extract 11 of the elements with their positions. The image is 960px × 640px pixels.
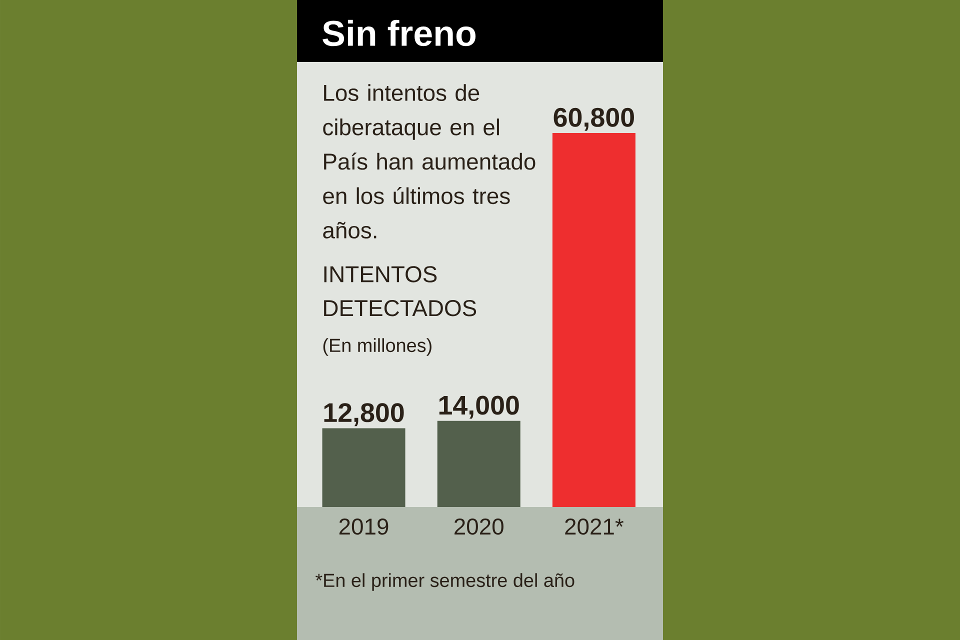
text: Los intentos de ciberataque en el País han aumentado en los últimos tres años. bbox=[323, 84, 536, 238]
x-tick-label: 2021* bbox=[565, 518, 624, 535]
x-tick-label: 2019 bbox=[339, 518, 388, 535]
x-tick-label: 2020 bbox=[454, 518, 504, 535]
data-label: 12,800 bbox=[324, 403, 404, 426]
data-label: 60,800 bbox=[554, 108, 634, 131]
text: *En el primer semestre del año bbox=[316, 573, 574, 591]
chart-title: Sin freno bbox=[322, 20, 476, 46]
data-label: 14,000 bbox=[439, 396, 519, 419]
y-axis-title: INTENTOS DETECTADOS bbox=[324, 266, 476, 316]
annotation: (En millones) bbox=[323, 338, 432, 356]
